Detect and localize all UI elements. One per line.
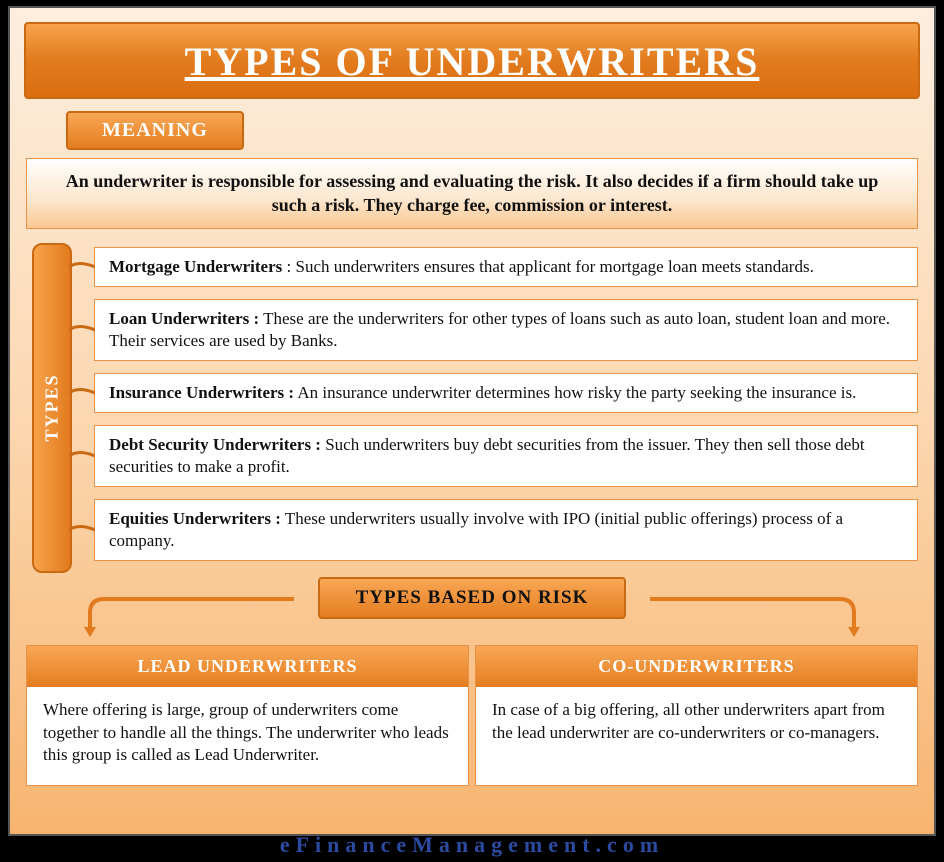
type-name: Mortgage Underwriters [109,257,282,276]
risk-section-header: TYPES BASED ON RISK [24,577,920,643]
risk-column-head: LEAD UNDERWRITERS [27,646,468,687]
risk-tab: TYPES BASED ON RISK [318,577,627,619]
type-item: Equities Underwriters : These underwrite… [94,499,918,561]
arrow-left-icon [84,597,304,645]
title-banner: TYPES OF UNDERWRITERS [24,22,920,99]
type-desc: An insurance underwriter determines how … [297,383,856,402]
type-item: Insurance Underwriters : An insurance un… [94,373,918,413]
types-list: Mortgage Underwriters : Such underwriter… [94,247,918,574]
types-spine: TYPES [32,243,72,573]
risk-column-body: In case of a big offering, all other und… [476,687,917,763]
type-item: Mortgage Underwriters : Such underwriter… [94,247,918,287]
infographic-canvas: TYPES OF UNDERWRITERS MEANING An underwr… [0,0,944,862]
types-section: TYPES Mortgage Underwriters : Such under… [24,243,920,573]
arrow-right-icon [640,597,860,645]
type-name: Debt Security Underwriters : [109,435,321,454]
type-desc: Such underwriters ensures that applicant… [295,257,813,276]
connector-icon [69,323,95,337]
connector-icon [69,449,95,463]
risk-columns: LEAD UNDERWRITERSWhere offering is large… [26,645,918,787]
type-name: Loan Underwriters : [109,309,259,328]
connector-icon [69,260,95,274]
meaning-box: An underwriter is responsible for assess… [26,158,918,229]
infographic-frame: TYPES OF UNDERWRITERS MEANING An underwr… [8,6,936,836]
types-spine-label: TYPES [42,374,63,442]
type-item: Loan Underwriters : These are the underw… [94,299,918,361]
footer-url: eFinanceManagement.com [0,832,944,858]
connector-icon [69,386,95,400]
connector-icon [69,523,95,537]
page-title: TYPES OF UNDERWRITERS [185,39,760,84]
risk-column: CO-UNDERWRITERSIn case of a big offering… [475,645,918,787]
risk-column: LEAD UNDERWRITERSWhere offering is large… [26,645,469,787]
meaning-tab: MEANING [66,111,244,150]
type-name: Equities Underwriters : [109,509,281,528]
type-name: Insurance Underwriters : [109,383,294,402]
type-item: Debt Security Underwriters : Such underw… [94,425,918,487]
risk-column-head: CO-UNDERWRITERS [476,646,917,687]
risk-column-body: Where offering is large, group of underw… [27,687,468,786]
